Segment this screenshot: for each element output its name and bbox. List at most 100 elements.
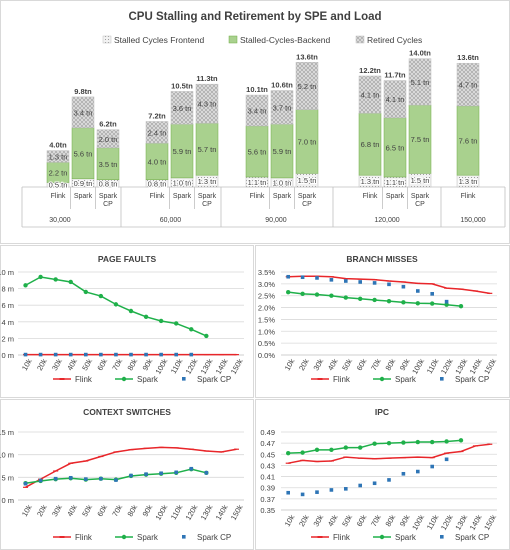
bar-label-retired: 1.3 tn <box>49 153 68 162</box>
spark-cp-point <box>129 473 133 478</box>
y-tick-label: 5 m <box>1 473 14 482</box>
bar-total-label: 9.8tn <box>74 87 92 96</box>
line-chart-context-switches: 0 m 5 m 10 m 15 m 10k20k30k40k50k60k70k80k90… <box>0 428 245 542</box>
spark-cp-point <box>159 352 163 357</box>
y-tick-label: 0.43 <box>260 461 275 470</box>
legend-label: Flink <box>333 533 351 542</box>
spark-cp-point <box>159 471 163 476</box>
bar-retired <box>96 129 120 149</box>
x-tick-label: 120k <box>184 503 200 522</box>
x-tick-label: 140k <box>214 503 230 522</box>
y-tick-label: 0.49 <box>260 428 275 437</box>
spark-cp-point <box>204 471 209 475</box>
bar-category-label-cont: CP <box>103 201 113 208</box>
x-tick-label: 90k <box>141 503 155 518</box>
x-tick-label: 30k <box>311 357 325 372</box>
x-tick-label: 150k <box>229 503 245 522</box>
spark-point <box>53 277 58 282</box>
spark-cp-point <box>99 476 103 481</box>
x-tick-label: 100k <box>410 357 426 376</box>
y-tick-label: 2.0% <box>258 304 275 313</box>
spark-cp-point <box>286 490 290 495</box>
spark-point <box>343 295 348 300</box>
legend-marker <box>440 377 444 381</box>
context-switches-title: CONTEXT SWITCHES <box>83 407 171 417</box>
bar-retired <box>358 75 382 114</box>
x-tick-label: 100k <box>153 503 169 522</box>
bar-retired <box>295 62 319 110</box>
bar-category-label: Spark <box>198 193 217 200</box>
x-tick-label: 140k <box>468 513 484 532</box>
bar-total-label: 11.3tn <box>196 74 218 83</box>
x-tick-label: 60k <box>95 357 109 372</box>
y-tick-label: 3.0% <box>258 280 275 289</box>
x-tick-label: 40k <box>326 513 340 528</box>
bar-category-label-cont: CP <box>302 201 312 208</box>
spark-cp-point <box>189 466 194 471</box>
spark-cp-point <box>416 289 420 293</box>
legend-swatch-retired <box>355 35 365 44</box>
spark-cp-point <box>401 471 406 476</box>
spark-cp-point <box>300 275 305 280</box>
x-tick-label: 30k <box>50 503 64 518</box>
legend-label: Spark CP <box>455 375 489 384</box>
bar-retired <box>145 121 169 144</box>
bar-label-frontend: 1.3 tn <box>459 177 478 186</box>
spark-cp-point <box>358 280 362 284</box>
x-tick-label: 110k <box>425 513 441 531</box>
bar-total-label: 10.6tn <box>271 81 293 90</box>
legend-label: Spark CP <box>455 533 489 542</box>
panel-context-switches <box>0 399 254 550</box>
legend-marker <box>379 376 385 382</box>
page-faults-title: PAGE FAULTS <box>98 254 157 264</box>
x-tick-label: 30k <box>50 357 64 372</box>
bar-label-frontend: 1.1 tn <box>386 178 405 187</box>
spark-cp-point <box>68 475 73 480</box>
legend-swatch-frontend <box>102 35 112 44</box>
bar-chart-plot: 0.5 tn 2.2 tn 1.3 tn 4.0tn Flink 0.9 tn 5.6 tn… <box>21 49 506 228</box>
x-tick-label: 150k <box>229 357 245 376</box>
bar-category-label: Flink <box>51 193 66 200</box>
bar-label-backend: 6.5 tn <box>386 143 405 152</box>
legend-marker <box>379 534 385 540</box>
bar-category-label: Flink <box>150 193 165 200</box>
bar-retired <box>456 62 480 107</box>
spark-cp-point <box>53 352 58 357</box>
spark-point <box>372 297 377 303</box>
spark-cp-point <box>300 492 305 497</box>
x-tick-label: 50k <box>80 503 94 518</box>
bar-group-label: 30,000 <box>49 217 71 224</box>
bar-category-label: Spark <box>99 193 118 200</box>
branch-misses-title: BRANCH MISSES <box>346 254 418 264</box>
y-tick-label: 1.0% <box>258 327 275 336</box>
legend-label-frontend: Stalled Cycles Frontend <box>114 35 205 45</box>
legend-marker <box>121 376 127 382</box>
spark-cp-point <box>114 478 118 482</box>
bar-label-retired: 3.7 tn <box>273 103 292 112</box>
x-tick-label: 80k <box>125 357 139 372</box>
spark-cp-point <box>344 279 348 283</box>
spark-point <box>401 300 406 305</box>
x-tick-label: 80k <box>383 357 397 372</box>
x-tick-label: 10k <box>20 357 34 372</box>
spark-cp-point <box>68 352 73 357</box>
x-tick-label: 120k <box>439 357 455 376</box>
bar-label-retired: 4.7 tn <box>459 81 478 90</box>
y-tick-label: 0.37 <box>260 495 275 504</box>
spark-cp-point <box>174 352 178 357</box>
x-tick-label: 30k <box>311 513 325 528</box>
x-tick-label: 100k <box>410 513 426 532</box>
spark-point <box>458 303 464 309</box>
bar-category-label: Flink <box>250 193 265 200</box>
bar-label-backend: 4.0 tn <box>148 158 167 167</box>
spark-point <box>23 283 28 288</box>
spark-point <box>68 279 73 285</box>
spark-point <box>300 450 305 455</box>
x-tick-label: 60k <box>355 513 369 528</box>
x-tick-label: 40k <box>326 357 340 372</box>
x-tick-label: 110k <box>169 503 185 521</box>
x-tick-label: 100k <box>153 357 169 376</box>
bar-total-label: 6.2tn <box>99 120 117 129</box>
y-tick-label: 0.47 <box>260 439 275 448</box>
bar-label-backend: 5.6 tn <box>74 149 93 158</box>
